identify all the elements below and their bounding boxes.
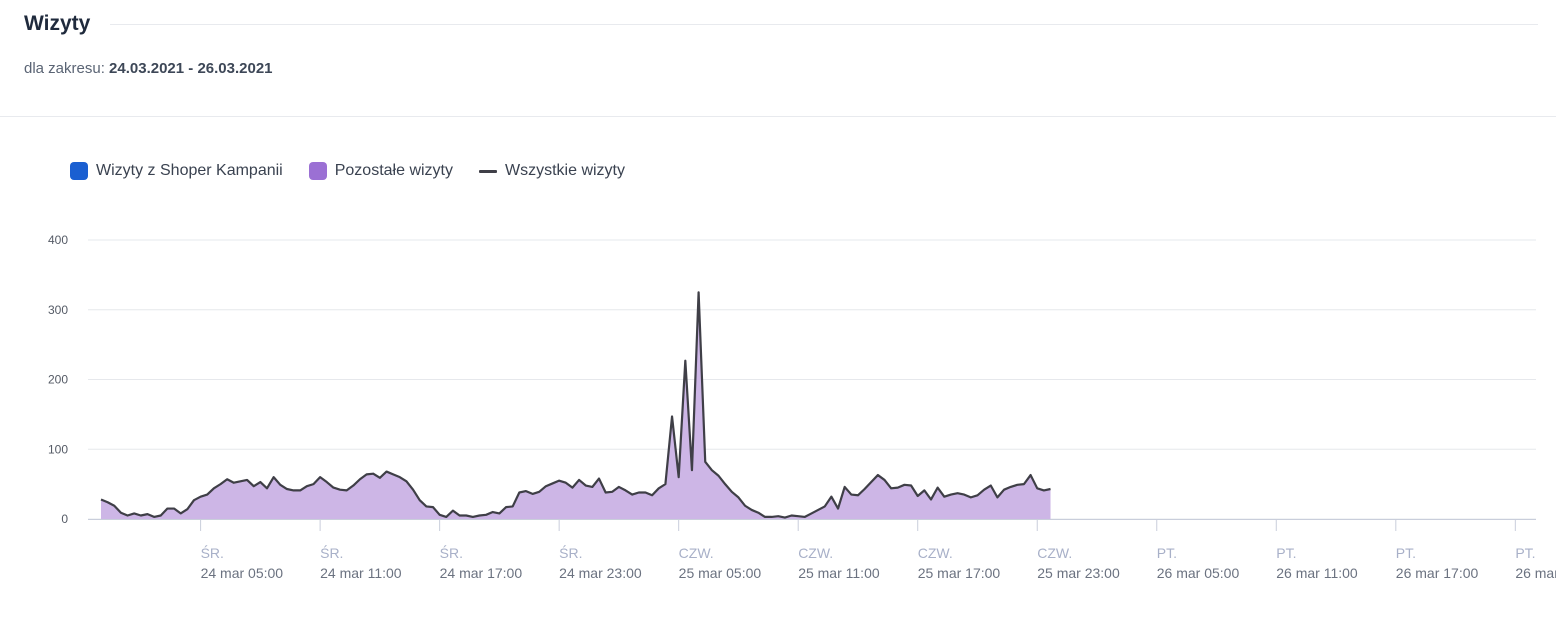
legend-item-all-visits[interactable]: Wszystkie wizyty [479, 162, 625, 180]
x-tick-day-label: CZW. [679, 545, 714, 561]
legend-item-other-visits[interactable]: Pozostałe wizyty [308, 162, 453, 180]
legend-swatch-shoper-campaign [70, 162, 88, 180]
x-tick-day-label: CZW. [798, 545, 833, 561]
date-range: dla zakresu: 24.03.2021 - 26.03.2021 [24, 60, 273, 77]
x-tick-day-label: PT. [1276, 545, 1296, 561]
legend-item-shoper-campaign[interactable]: Wizyty z Shoper Kampanii [70, 162, 283, 180]
page-title: Wizyty [24, 12, 91, 35]
x-tick-day-label: ŚR. [440, 544, 463, 561]
x-tick-day-label: ŚR. [320, 544, 343, 561]
y-tick-label: 0 [61, 512, 68, 526]
chart-legend: Wizyty z Shoper Kampanii Pozostałe wizyt… [70, 160, 651, 182]
x-tick-day-label: CZW. [1037, 545, 1072, 561]
x-tick-day-label: PT. [1157, 545, 1177, 561]
x-tick-date-label: 26 mar 17:00 [1396, 565, 1479, 581]
x-tick-day-label: PT. [1396, 545, 1416, 561]
x-tick-date-label: 24 mar 23:00 [559, 565, 642, 581]
date-range-value: 24.03.2021 - 26.03.2021 [109, 60, 273, 77]
x-tick-date-label: 25 mar 05:00 [679, 565, 762, 581]
legend-label-other-visits: Pozostałe wizyty [334, 162, 453, 179]
legend-label-all-visits: Wszystkie wizyty [505, 162, 625, 179]
y-tick-label: 200 [48, 373, 68, 387]
x-tick-date-label: 26 mar 05:00 [1157, 565, 1240, 581]
x-tick-date-label: 24 mar 11:00 [320, 565, 402, 581]
y-tick-label: 300 [48, 303, 68, 317]
x-tick-date-label: 24 mar 05:00 [201, 565, 284, 581]
legend-label-shoper-campaign: Wizyty z Shoper Kampanii [96, 162, 283, 179]
legend-swatch-other-visits [308, 162, 327, 180]
title-divider [110, 24, 1538, 25]
x-tick-day-label: ŚR. [201, 544, 224, 561]
area-other-visits [101, 292, 1051, 519]
date-range-prefix: dla zakresu: [24, 60, 105, 77]
x-tick-day-label: PT. [1515, 545, 1535, 561]
x-tick-date-label: 26 mar 11:00 [1276, 565, 1358, 581]
y-tick-label: 100 [48, 442, 68, 456]
line-all-visits [100, 291, 1051, 519]
x-tick-day-label: CZW. [918, 545, 953, 561]
x-tick-date-label: 26 mar 23:00 [1515, 565, 1556, 581]
x-tick-date-label: 25 mar 11:00 [798, 565, 880, 581]
y-tick-label: 400 [48, 233, 68, 247]
x-tick-date-label: 25 mar 17:00 [918, 565, 1001, 581]
x-tick-date-label: 24 mar 17:00 [440, 565, 523, 581]
legend-line-all-visits [479, 169, 497, 173]
widget-header: Wizyty dla zakresu: 24.03.2021 - 26.03.2… [0, 0, 1556, 117]
x-tick-day-label: ŚR. [559, 544, 582, 561]
x-tick-date-label: 25 mar 23:00 [1037, 565, 1120, 581]
